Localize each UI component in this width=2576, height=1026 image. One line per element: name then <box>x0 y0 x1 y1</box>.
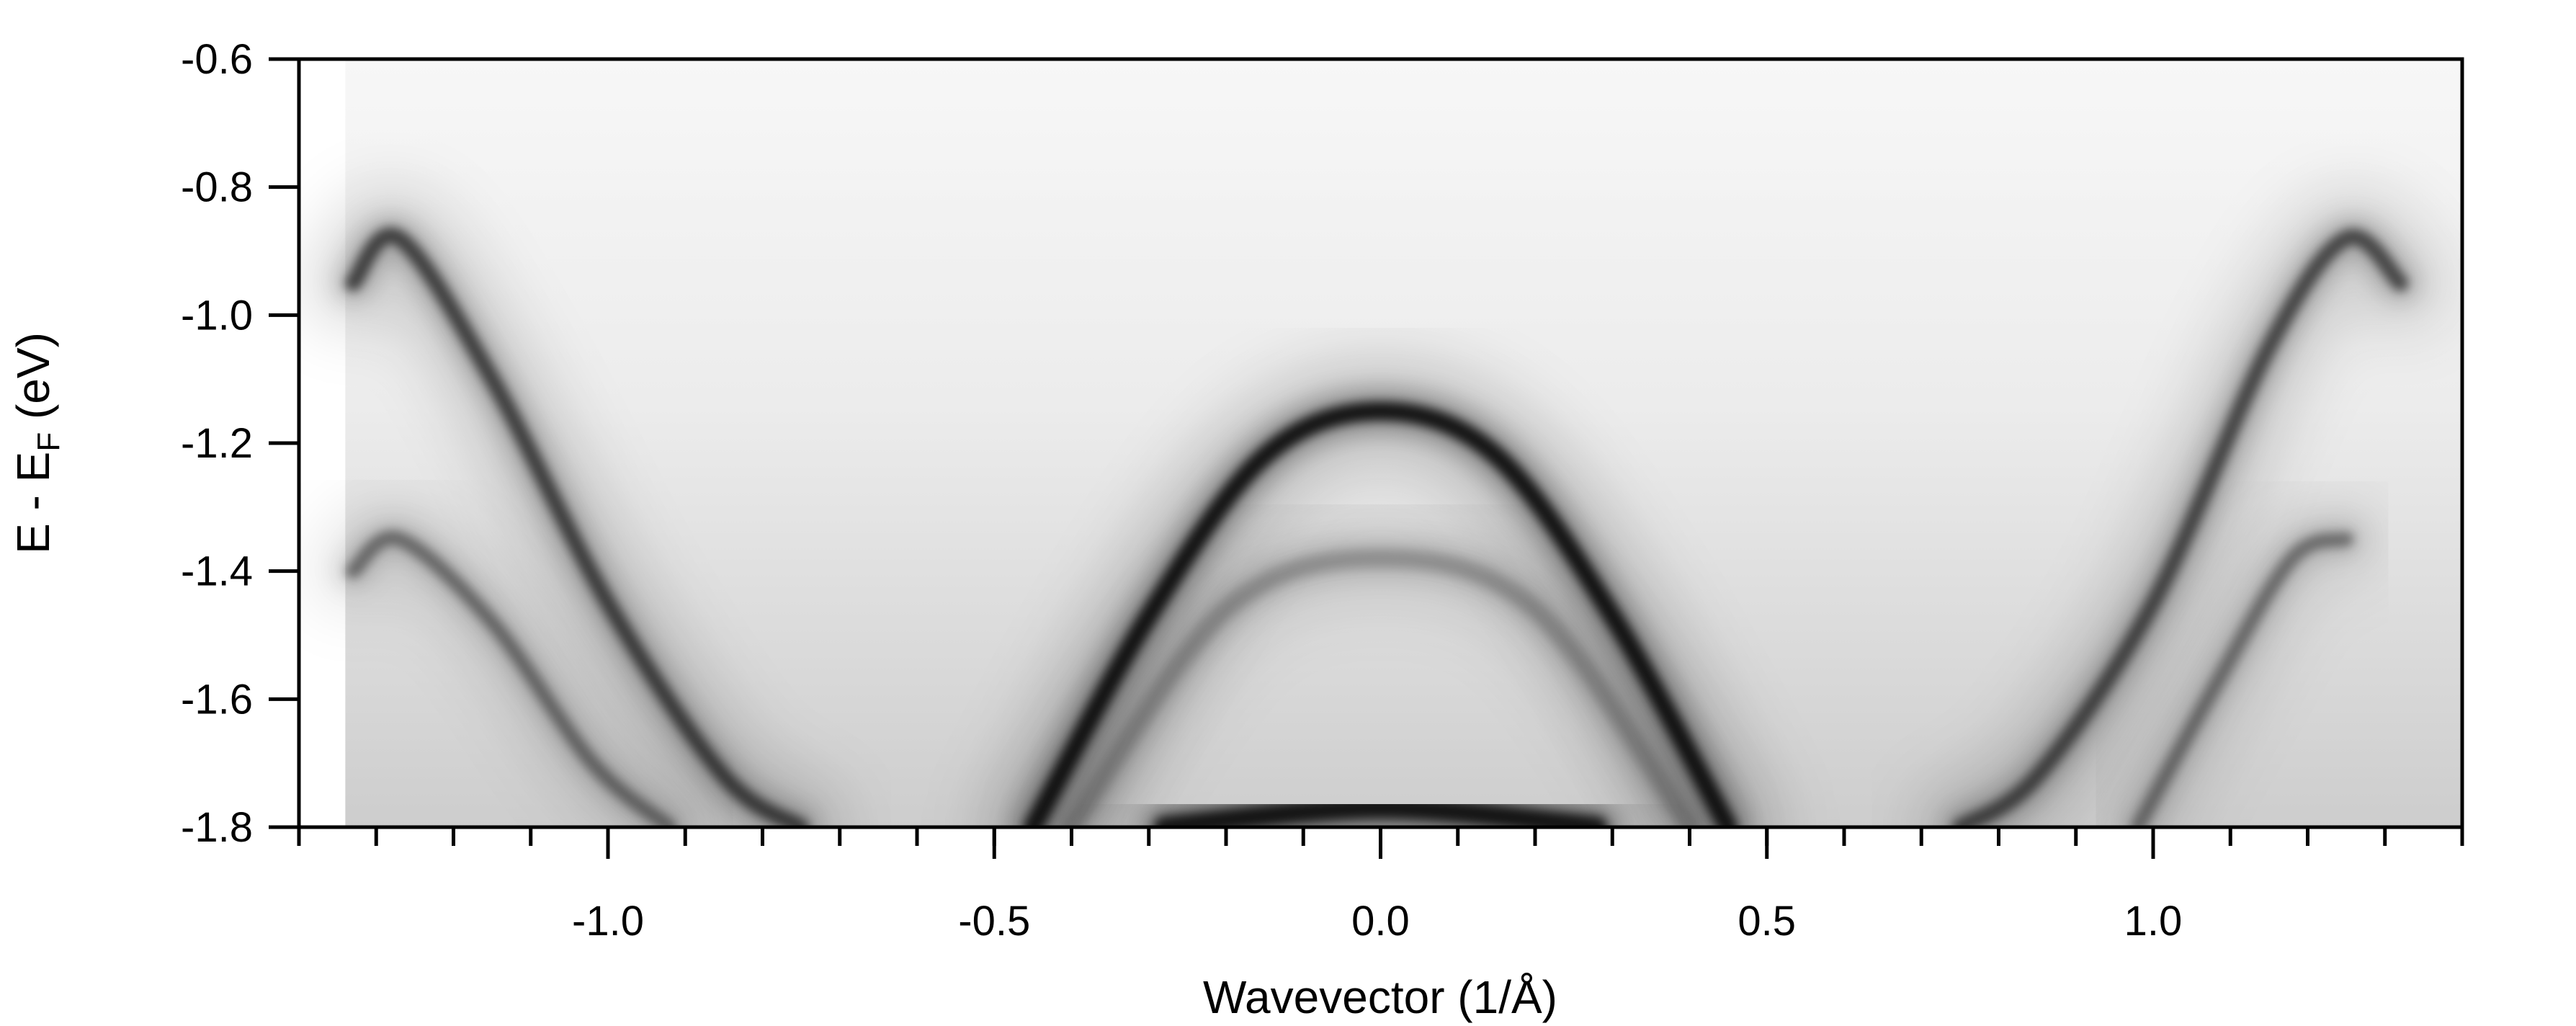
band-left-lower-band-core <box>346 530 677 827</box>
x-tick-label: 1.0 <box>2124 898 2183 945</box>
x-tick-label: -0.5 <box>958 898 1030 945</box>
band-layer <box>306 188 2448 827</box>
band-bottom-band <box>1124 768 1637 827</box>
x-tick-label: 0.5 <box>1738 898 1796 945</box>
y-tick-label: -0.8 <box>181 164 253 211</box>
band-right-lower-band <box>2098 499 2387 827</box>
y-axis: -0.6 -0.8 -1.0 -1.2 -1.4 -1.6 -1.8 <box>181 36 299 851</box>
x-tick-label: -1.0 <box>572 898 644 945</box>
plot-area <box>306 59 2462 827</box>
y-tick-label: -1.6 <box>181 676 253 723</box>
band-inner-central-band-core <box>1062 548 1699 827</box>
band-right-lower-band-core <box>2130 532 2354 827</box>
band-bottom-band-core <box>1154 798 1607 827</box>
band-central-band <box>978 357 1783 827</box>
band-right-upper-band-core <box>1951 228 2409 827</box>
y-axis-title: E - EF (eV) <box>7 332 66 554</box>
band-left-lower-band <box>313 498 710 827</box>
y-tick-label: -1.0 <box>181 292 253 339</box>
band-right-upper-band <box>1913 190 2448 827</box>
y-tick-label: -0.6 <box>181 36 253 83</box>
x-axis-title: Wavevector (1/Å) <box>1203 971 1557 1023</box>
y-axis-title-unit: (eV) <box>7 332 59 432</box>
y-tick-label: -1.4 <box>181 548 253 595</box>
y-tick-label: -1.8 <box>181 804 253 851</box>
x-tick-label: 0.0 <box>1351 898 1410 945</box>
band-inner-central-band <box>1028 514 1733 827</box>
band-left-upper-band-core <box>345 227 810 827</box>
y-axis-title-subscript: F <box>31 432 66 452</box>
y-axis-title-main: E - E <box>7 452 59 554</box>
x-axis: -1.0 -0.5 0.0 0.5 1.0 <box>297 827 2464 945</box>
band-central-band-core <box>1023 401 1738 827</box>
y-tick-label: -1.2 <box>181 420 253 467</box>
band-left-upper-band <box>306 188 849 827</box>
